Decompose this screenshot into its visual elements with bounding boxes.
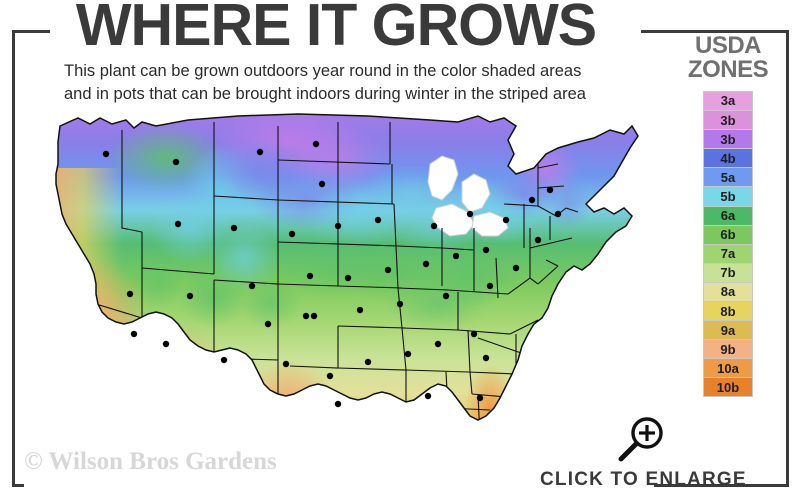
legend-swatch-10b-15: 10b — [704, 378, 752, 398]
page-title: WHERE IT GROWS — [75, 0, 597, 58]
legend-swatch-3b-2: 3b — [704, 130, 752, 150]
frame-top-right-rule — [641, 30, 789, 33]
legend-swatch-10a-14: 10a — [704, 359, 752, 379]
legend-title: USDA ZONES — [680, 32, 776, 84]
map-color-layer — [56, 114, 638, 420]
legend-swatch-8a-10: 8a — [704, 282, 752, 302]
legend-swatch-9a-12: 9a — [704, 321, 752, 341]
usda-zones-legend: USDA ZONES 3a 3b 3b 4b 5a 5b 6a 6b 7a 7b 8a 8b 9a 9b 1… — [680, 32, 776, 398]
frame-left-border — [12, 30, 15, 487]
legend-swatch-6b-7: 6b — [704, 225, 752, 245]
legend-title-line-2: ZONES — [687, 56, 769, 84]
usda-hardiness-zone-map[interactable] — [38, 108, 678, 448]
legend-swatch-8b-11: 8b — [704, 301, 752, 322]
legend-swatch-list: 3a 3b 3b 4b 5a 5b 6a 6b 7a 7b 8a 8b 9a 9b 10a 10b — [703, 90, 753, 398]
state-boundaries — [95, 122, 579, 420]
great-lakes — [427, 155, 509, 237]
legend-swatch-5b-5: 5b — [704, 187, 752, 207]
legend-swatch-3b-1: 3b — [704, 111, 752, 131]
legend-swatch-7b-9: 7b — [704, 263, 752, 283]
legend-swatch-5a-4: 5a — [704, 168, 752, 188]
legend-swatch-3a-0: 3a — [704, 91, 752, 112]
subtitle: This plant can be grown outdoors year ro… — [64, 60, 644, 106]
legend-title-line-1: USDA — [694, 32, 762, 59]
city-markers — [102, 140, 562, 408]
national-outline — [55, 113, 639, 421]
magnifier-plus-icon[interactable] — [616, 416, 668, 462]
subtitle-line-2: and in pots that can be brought indoors … — [64, 84, 586, 103]
subtitle-line-1: This plant can be grown outdoors year ro… — [64, 62, 582, 80]
legend-swatch-9b-13: 9b — [704, 340, 752, 360]
click-to-enlarge-label[interactable]: CLICK TO ENLARGE — [540, 469, 747, 490]
frame-bottom-left-rule — [12, 484, 24, 487]
watermark-copyright: © Wilson Bros Gardens — [24, 448, 277, 475]
frame-top-left-rule — [12, 30, 50, 33]
legend-swatch-7a-8: 7a — [704, 244, 752, 264]
frame-right-border — [786, 30, 789, 487]
legend-swatch-6a-6: 6a — [704, 206, 752, 226]
frame-bottom-right-rule — [654, 484, 789, 487]
legend-swatch-4b-3: 4b — [704, 149, 752, 169]
